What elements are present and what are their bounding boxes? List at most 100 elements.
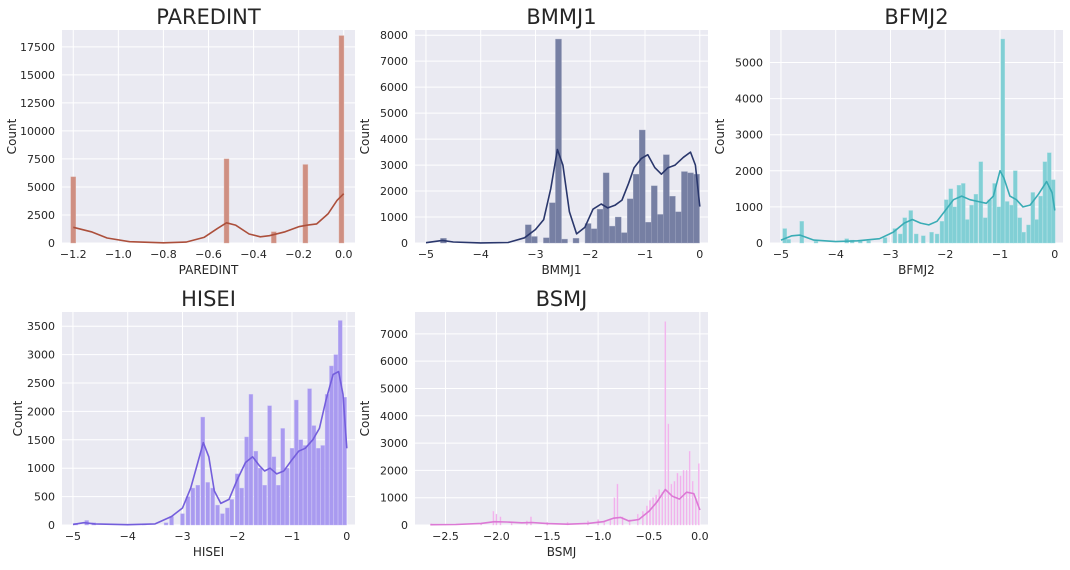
- histogram-bar: [646, 505, 648, 526]
- kde-line: [430, 488, 701, 526]
- histogram-bar: [338, 35, 345, 244]
- histogram-bar: [987, 199, 992, 244]
- subplot-title: HISEI: [181, 287, 236, 311]
- y-tick-label: 8000: [380, 29, 408, 42]
- histogram-bar: [698, 463, 700, 526]
- histogram-bar: [655, 494, 657, 526]
- histogram-bar: [675, 211, 682, 244]
- histogram-bar: [223, 158, 230, 244]
- x-tick-label: 0.0: [335, 248, 353, 261]
- y-tick-label: 2500: [27, 377, 55, 390]
- histogram-bar: [934, 233, 940, 244]
- y-tick-label: 5000: [27, 181, 55, 194]
- histogram-bar: [649, 500, 651, 526]
- y-tick-label: 2000: [27, 405, 55, 418]
- histogram-bar: [657, 214, 664, 244]
- y-tick-label: 5000: [735, 56, 763, 69]
- histogram-bar: [543, 237, 550, 244]
- x-tick-label: −0.5: [636, 530, 663, 543]
- histogram-bar: [271, 456, 277, 526]
- histogram-bar: [929, 231, 934, 244]
- histogram-bar: [621, 516, 624, 526]
- histogram-bar: [1004, 201, 1010, 244]
- x-tick-label: 0: [696, 248, 703, 261]
- histogram-bar: [1030, 192, 1036, 244]
- x-tick-label: 0: [343, 530, 350, 543]
- histogram-bar: [280, 428, 285, 526]
- histogram-bar: [614, 216, 622, 244]
- histogram-bar: [561, 238, 568, 244]
- histogram-bar: [688, 451, 691, 526]
- y-tick-label: 3500: [27, 320, 55, 333]
- histogram-bar: [639, 129, 646, 244]
- histogram-bar: [608, 225, 616, 244]
- y-tick-label: 0: [756, 237, 763, 250]
- histogram-bar: [786, 239, 791, 244]
- y-tick-label: 6000: [380, 81, 408, 94]
- subplot-title: PAREDINT: [156, 5, 261, 29]
- histogram-bar: [492, 511, 495, 526]
- histogram-bar: [235, 473, 240, 526]
- histogram-bar: [898, 233, 903, 244]
- y-tick-label: 1000: [27, 462, 55, 475]
- histogram-bar: [163, 522, 169, 526]
- histogram-bar: [205, 482, 210, 526]
- plot-area: [770, 30, 1063, 243]
- y-tick-label: 4000: [380, 133, 408, 146]
- x-tick-label: −2.0: [483, 530, 510, 543]
- x-tick-label: −2.5: [432, 530, 459, 543]
- x-tick-label: −2: [229, 530, 245, 543]
- histogram-bar: [298, 439, 303, 526]
- x-tick-label: −0.8: [150, 248, 177, 261]
- histogram-bar: [320, 445, 325, 526]
- x-tick-label: −4: [120, 530, 136, 543]
- histogram-bar: [961, 183, 966, 244]
- histogram-bar: [667, 423, 670, 526]
- y-tick-label: 6000: [380, 355, 408, 368]
- histogram-bar: [669, 196, 676, 244]
- histogram-bar: [620, 232, 628, 244]
- histogram-bar: [549, 202, 556, 244]
- histogram-bar: [882, 237, 888, 244]
- y-tick-label: 500: [34, 491, 55, 504]
- histogram-bar: [682, 470, 685, 526]
- kde-line: [780, 170, 1056, 243]
- x-tick-label: −4: [828, 248, 844, 261]
- histogram-bar: [294, 399, 299, 526]
- y-tick-label: 5000: [380, 382, 408, 395]
- histogram-bar: [670, 483, 673, 526]
- histogram-bar: [661, 492, 664, 526]
- y-tick-label: 12500: [20, 97, 55, 110]
- histogram-bar: [658, 489, 660, 526]
- histogram-bar: [992, 183, 997, 244]
- histogram-bar: [685, 470, 688, 526]
- histogram-bar: [1042, 161, 1048, 244]
- subplot-title: BSMJ: [536, 287, 588, 311]
- y-tick-label: 0: [48, 519, 55, 532]
- x-tick-label: −5: [418, 248, 434, 261]
- histogram-bar: [687, 172, 694, 244]
- y-tick-label: 10000: [20, 125, 55, 138]
- x-tick-label: −0.6: [195, 248, 222, 261]
- subplot-title: BMMJ1: [526, 5, 596, 29]
- histogram-bar: [253, 450, 259, 526]
- histogram-bar: [239, 487, 244, 526]
- subplot-bmmj1: −5 −4 −3 −2 −1 0 0 1000 2000 3000 4000 5000 6000 7000…: [358, 5, 708, 277]
- x-tick-label: −1: [637, 248, 653, 261]
- histogram-bar: [1050, 179, 1056, 244]
- x-tick-label: −2: [582, 248, 598, 261]
- histogram-bar: [633, 173, 640, 244]
- subplot-bsmj: −2.5 −2.0 −1.5 −1.0 −0.5 0.0 0 1000 2000 3000 4000…: [358, 287, 709, 559]
- y-tick-label: 0: [48, 237, 55, 250]
- x-tick-label: −0.4: [240, 248, 267, 261]
- histogram-bar: [1034, 219, 1039, 244]
- histogram-bar: [908, 210, 913, 244]
- y-tick-label: 5000: [380, 107, 408, 120]
- histogram-bar: [1047, 152, 1052, 244]
- subplot-paredint: −1.2 −1.0 −0.8 −0.6 −0.4 −0.2 0.0 0 2500 5000 7500…: [5, 5, 355, 277]
- histogram-bar: [964, 219, 970, 244]
- histogram-bar: [948, 188, 953, 244]
- y-axis-label: Count: [358, 118, 372, 154]
- x-tick-label: −1: [284, 530, 300, 543]
- y-tick-label: 3000: [380, 437, 408, 450]
